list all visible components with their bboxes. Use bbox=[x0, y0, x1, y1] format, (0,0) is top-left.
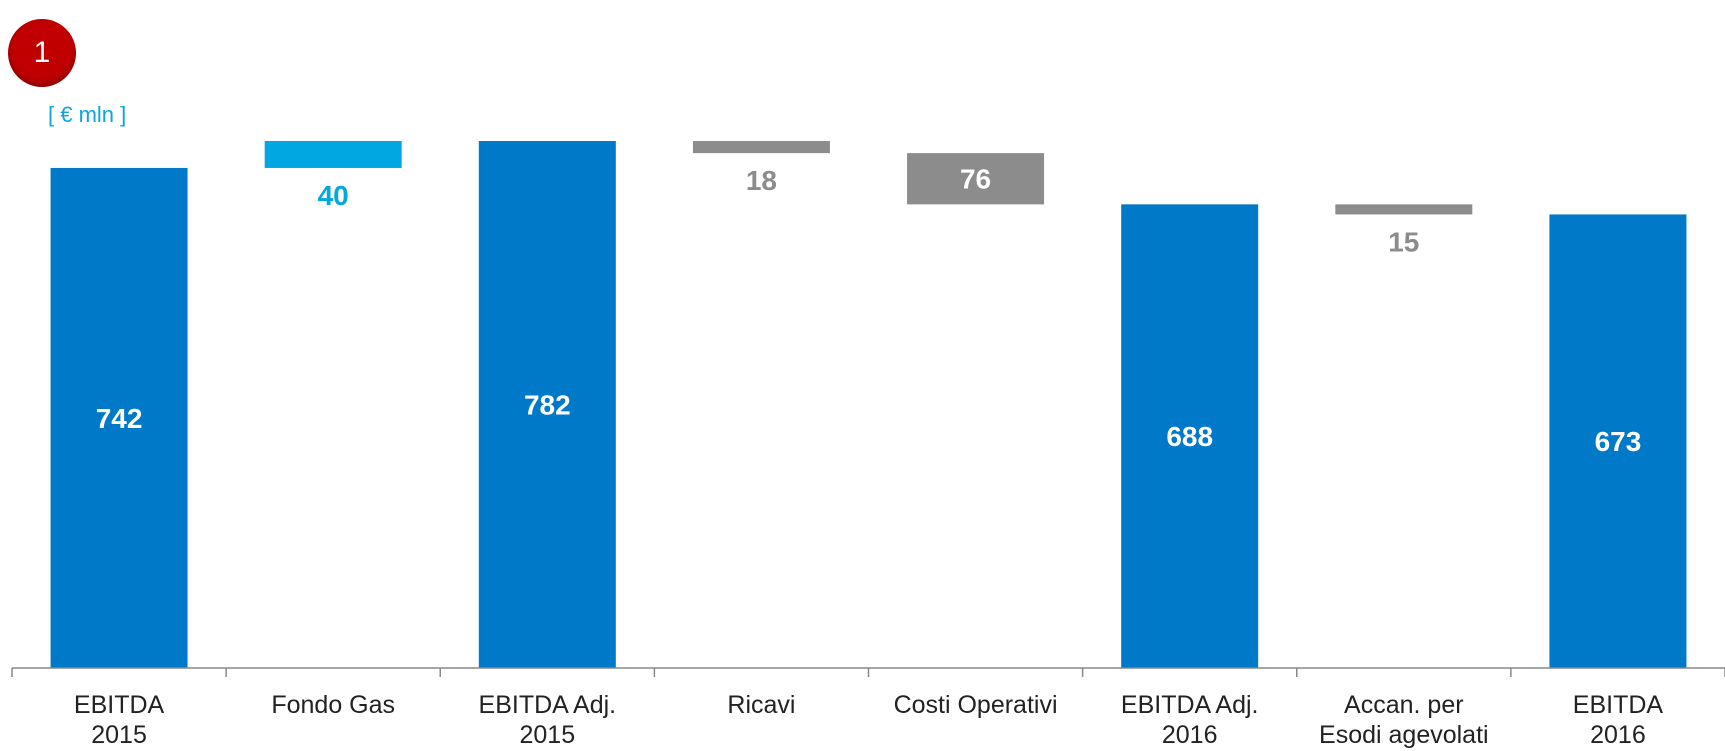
bar-5 bbox=[907, 153, 1045, 205]
category-label-2: Fondo Gas bbox=[271, 691, 395, 719]
value-label-2: 40 bbox=[318, 180, 349, 211]
labels-group: 742 EBITDA 2015 40 Fondo Gas 782 EBITDA Adj. 20… bbox=[74, 164, 1663, 749]
value-label-3: 782 bbox=[524, 390, 571, 421]
category-label-7: Accan. per Esodi agevolati bbox=[1319, 691, 1489, 749]
section-number-badge: 1 bbox=[8, 19, 76, 87]
bar-6 bbox=[1121, 204, 1259, 668]
value-label-4: 18 bbox=[746, 165, 777, 196]
bar-7 bbox=[1335, 204, 1473, 215]
category-label-8: EBITDA 2016 bbox=[1573, 691, 1664, 749]
value-label-6: 688 bbox=[1166, 421, 1213, 452]
category-label-1: EBITDA 2015 bbox=[74, 691, 165, 749]
value-label-1: 742 bbox=[96, 403, 143, 434]
category-label-5: Costi Operativi bbox=[894, 691, 1058, 719]
value-label-8: 673 bbox=[1595, 426, 1642, 457]
x-axis bbox=[11, 667, 1725, 677]
value-label-7: 15 bbox=[1388, 226, 1419, 257]
value-label-5: 76 bbox=[960, 164, 991, 195]
bars-group bbox=[50, 141, 1687, 668]
category-label-6: EBITDA Adj. 2016 bbox=[1121, 691, 1259, 749]
bar-8 bbox=[1549, 214, 1687, 668]
bar-3 bbox=[478, 141, 616, 668]
bar-1 bbox=[50, 167, 188, 668]
unit-label: [ € mln ] bbox=[48, 102, 127, 127]
bar-4 bbox=[692, 141, 830, 154]
category-label-4: Ricavi bbox=[727, 691, 795, 719]
category-label-3: EBITDA Adj. 2015 bbox=[479, 691, 617, 749]
bar-2 bbox=[264, 141, 402, 168]
